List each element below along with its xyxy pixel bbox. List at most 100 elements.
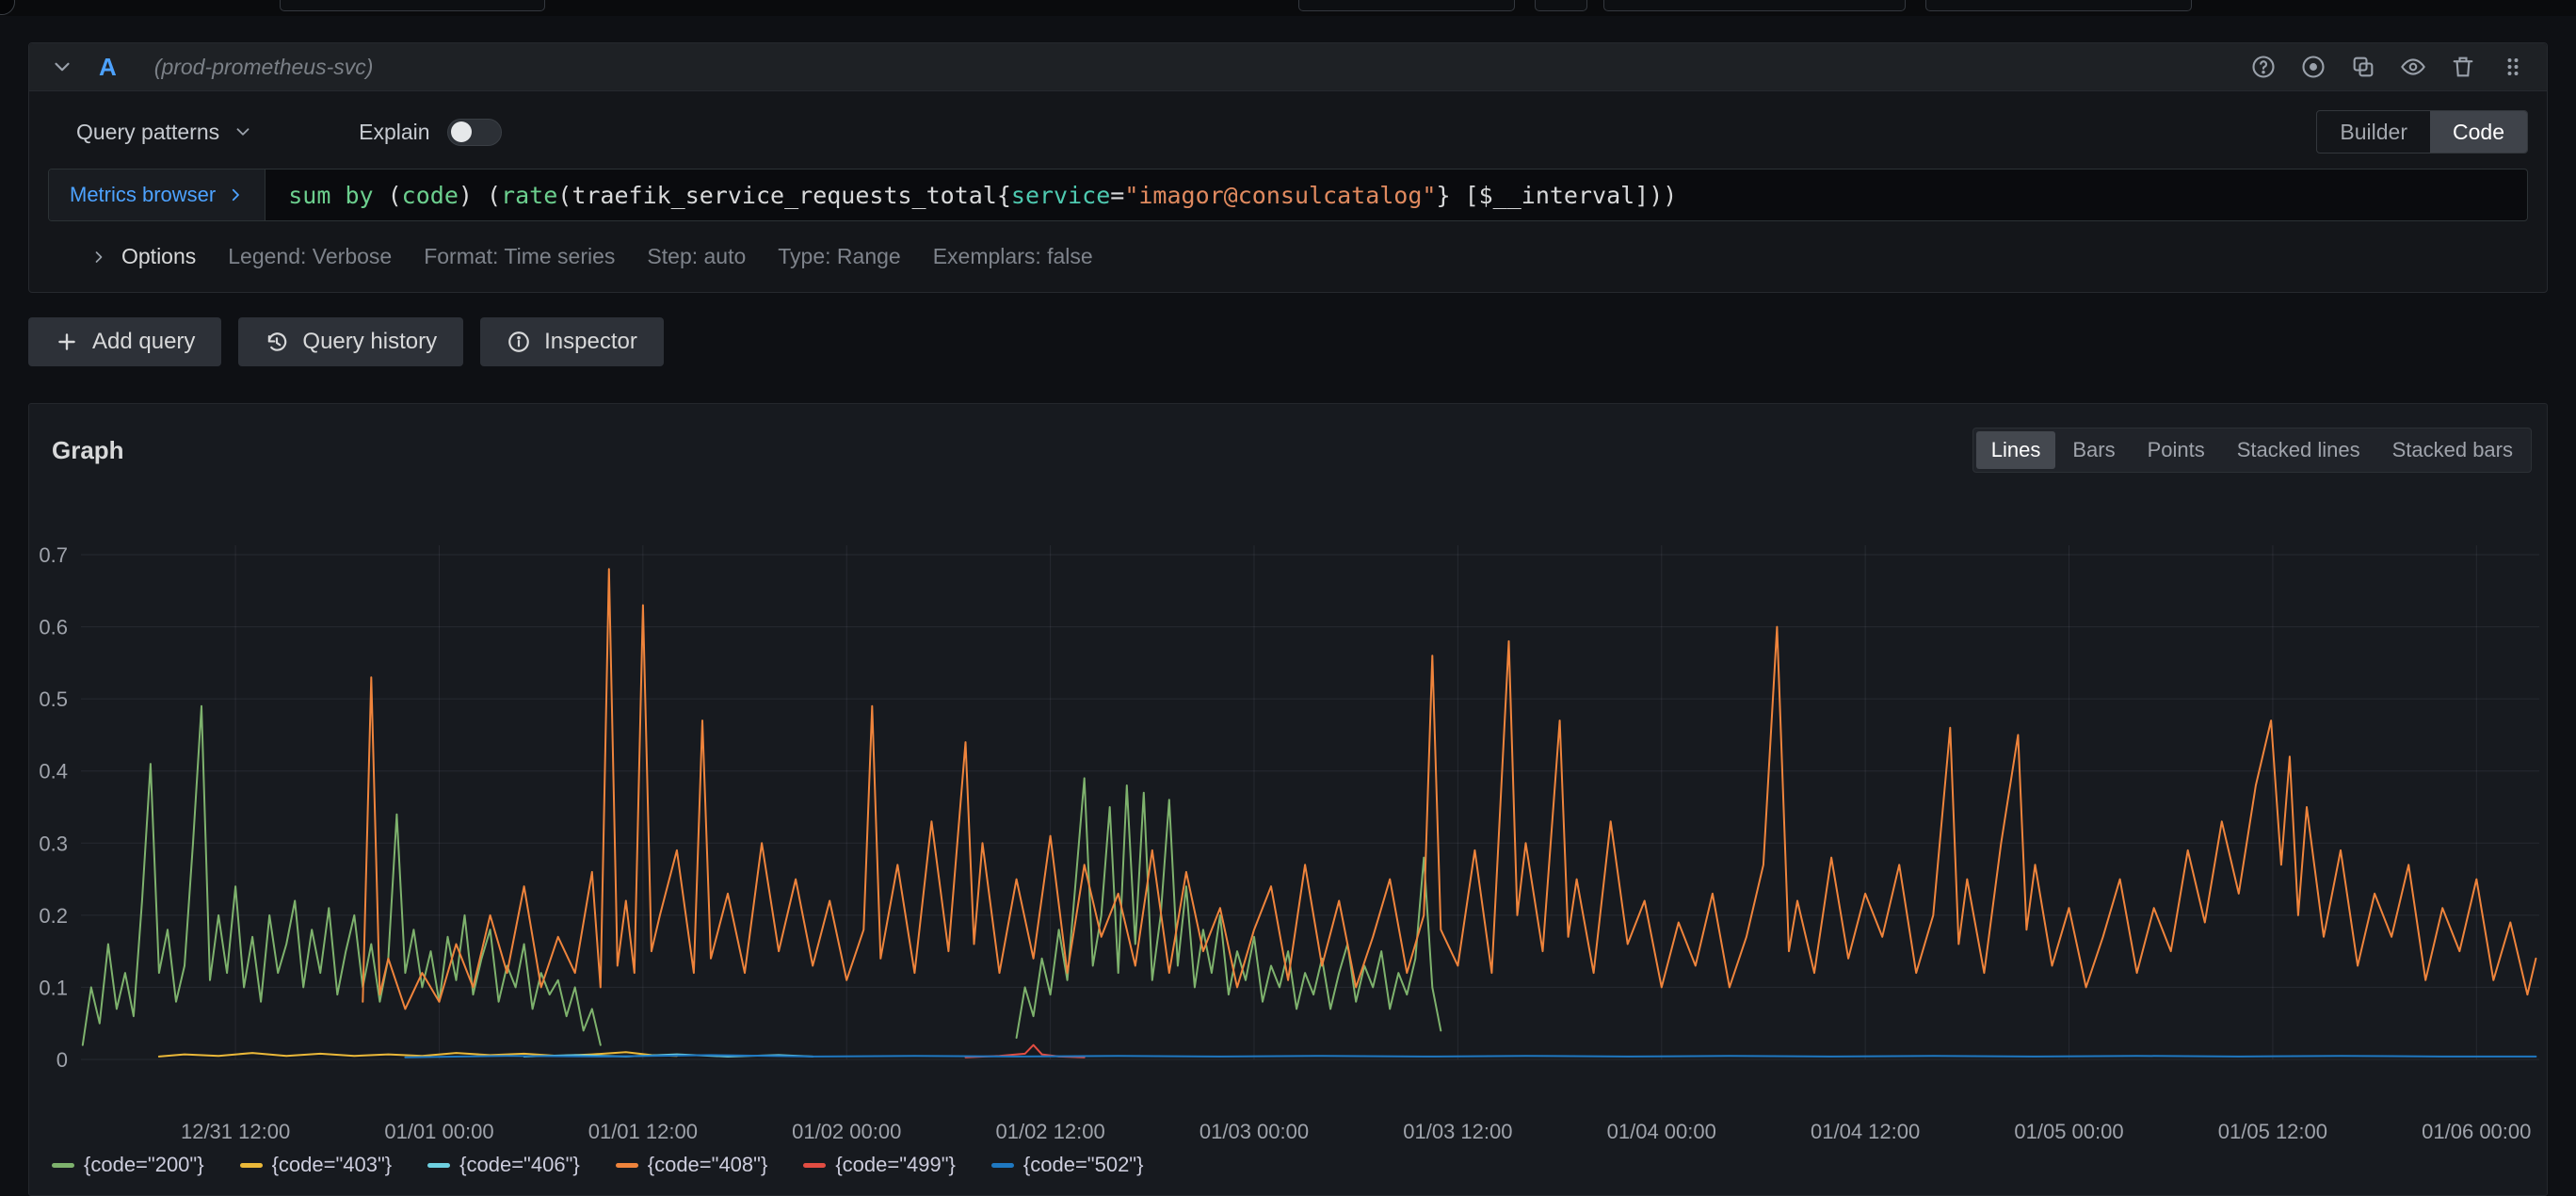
legend-item[interactable]: {code="408"} <box>615 1153 767 1177</box>
series-408 <box>362 568 2537 1010</box>
promql-token: code <box>401 181 459 209</box>
inspector-label: Inspector <box>544 329 637 354</box>
toolbar-fragment-box <box>1535 0 1587 11</box>
query-ref-id: A <box>99 52 117 81</box>
toggle-knob <box>450 121 472 142</box>
query-history-button[interactable]: Query history <box>238 317 464 366</box>
query-editor-body: Query patterns Explain Builder Code Metr… <box>29 91 2547 292</box>
legend-swatch <box>615 1162 638 1168</box>
graph-panel: 0 0.1 0.2 0.3 0.4 0.5 0.6 0.7 12/31 12:00 01/01 0… <box>28 403 2548 1196</box>
legend-item[interactable]: {code="403"} <box>239 1153 393 1177</box>
options-toggle[interactable]: Options <box>89 244 196 269</box>
datasource-name: (prod-prometheus-svc) <box>153 54 374 79</box>
collapse-chevron-icon[interactable] <box>50 55 74 79</box>
legend-item[interactable]: {code="499"} <box>803 1153 956 1177</box>
legend-label: {code="406"} <box>459 1153 580 1176</box>
x-axis-label: 01/01 00:00 <box>384 1120 493 1143</box>
x-axis-label: 01/02 12:00 <box>995 1120 1104 1143</box>
explain-toggle[interactable] <box>446 118 502 146</box>
chevron-right-icon <box>233 188 240 202</box>
query-patterns-dropdown[interactable]: Query patterns <box>76 120 253 145</box>
legend-label: {code="499"} <box>835 1153 956 1176</box>
chevron-right-icon <box>95 251 103 263</box>
builder-mode-button[interactable]: Builder <box>2317 111 2430 153</box>
series-200 <box>1015 777 1442 1039</box>
viz-tab-stacked-bars[interactable]: Stacked bars <box>2377 431 2528 469</box>
viz-tab-bars[interactable]: Bars <box>2057 431 2130 469</box>
legend-label: {code="502"} <box>1022 1153 1144 1176</box>
query-toolbar-row: Query patterns Explain Builder Code <box>76 110 2528 154</box>
info-circle-icon <box>508 331 529 352</box>
legend-label: {code="403"} <box>271 1153 393 1176</box>
query-header-actions <box>2250 54 2526 80</box>
visualization-mode-tabs: Lines Bars Points Stacked lines Stacked bars <box>1972 428 2532 473</box>
eye-icon[interactable] <box>2400 54 2426 80</box>
query-row-header: A (prod-prometheus-svc) <box>29 43 2547 91</box>
promql-token: = <box>1110 181 1125 209</box>
series-502 <box>404 1054 2537 1059</box>
toolbar-fragment-box <box>1925 0 2192 11</box>
trash-icon[interactable] <box>2450 54 2476 80</box>
series-403 <box>157 1051 678 1058</box>
history-icon <box>268 332 287 351</box>
promql-token: sum by <box>288 181 388 209</box>
viz-tab-stacked-lines[interactable]: Stacked lines <box>2222 431 2375 469</box>
time-series-chart: 0 0.1 0.2 0.3 0.4 0.5 0.6 0.7 12/31 12:00 01/01 0… <box>29 404 2547 1195</box>
x-axis-label: 01/03 12:00 <box>1403 1120 1512 1143</box>
promql-token: ) ( <box>458 181 502 209</box>
query-history-label: Query history <box>302 329 438 354</box>
toolbar-fragment-box <box>1298 0 1515 11</box>
legend-swatch <box>427 1162 451 1168</box>
legend-item[interactable]: {code="406"} <box>427 1153 580 1177</box>
code-mode-button[interactable]: Code <box>2430 111 2527 153</box>
promql-editor[interactable]: sum by (code) (rate(traefik_service_requ… <box>266 170 2527 220</box>
x-axis-label: 01/05 12:00 <box>2218 1120 2327 1143</box>
x-axis-label: 01/01 12:00 <box>588 1120 698 1143</box>
y-axis-label: 0.2 <box>39 904 68 928</box>
x-axis-label: 01/06 00:00 <box>2422 1120 2531 1143</box>
legend-item[interactable]: {code="502"} <box>990 1153 1144 1177</box>
copy-icon[interactable] <box>2350 54 2376 80</box>
chart-legend: {code="200"} {code="403"} {code="406"} {cod… <box>52 1153 1143 1177</box>
editor-mode-group: Builder Code <box>2316 110 2528 154</box>
y-axis-label: 0 <box>56 1048 68 1072</box>
corner-fragment <box>0 0 15 15</box>
legend-label: {code="200"} <box>84 1153 204 1176</box>
chevron-down-icon <box>236 128 250 136</box>
options-summary: Legend: Verbose Format: Time series Step: … <box>228 244 1092 269</box>
promql-token: } [$__interval])) <box>1436 181 1678 209</box>
query-patterns-label: Query patterns <box>76 119 220 144</box>
add-query-button[interactable]: Add query <box>28 317 222 366</box>
top-toolbar-fragment <box>0 0 2576 16</box>
query-option-summary: Exemplars: false <box>932 244 1093 268</box>
x-axis-label: 01/03 00:00 <box>1199 1120 1309 1143</box>
explore-actions: Add query Query history Inspector <box>28 317 664 366</box>
viz-tab-points[interactable]: Points <box>2133 431 2220 469</box>
graph-panel-header: Graph Lines Bars Points Stacked lines Stacke… <box>52 428 2532 473</box>
x-axis-label: 01/04 00:00 <box>1607 1120 1716 1143</box>
x-axis-label: 12/31 12:00 <box>181 1120 290 1143</box>
series-200 <box>81 704 602 1046</box>
drag-handle-icon[interactable] <box>2500 54 2526 80</box>
metrics-browser-button[interactable]: Metrics browser <box>49 170 266 220</box>
legend-swatch <box>990 1162 1014 1168</box>
promql-token: "imagor@consulcatalog" <box>1124 181 1437 209</box>
promql-query: sum by (code) (rate(traefik_service_requ… <box>288 182 1677 209</box>
query-option-summary: Type: Range <box>778 244 901 268</box>
promql-token: service <box>1010 181 1111 209</box>
y-axis-label: 0.6 <box>39 616 68 639</box>
options-label: Options <box>121 244 197 268</box>
toolbar-fragment-box <box>1603 0 1906 11</box>
promql-token: ( <box>387 181 402 209</box>
inspector-button[interactable]: Inspector <box>480 317 664 366</box>
legend-swatch <box>52 1162 74 1168</box>
record-circle-icon[interactable] <box>2300 54 2326 80</box>
viz-tab-lines[interactable]: Lines <box>1975 431 2056 469</box>
legend-item[interactable]: {code="200"} <box>52 1153 204 1177</box>
legend-swatch <box>239 1162 263 1168</box>
help-circle-icon[interactable] <box>2250 54 2277 80</box>
query-option-summary: Format: Time series <box>424 244 616 268</box>
query-options-row: Options Legend: Verbose Format: Time seri… <box>48 236 2528 271</box>
metrics-browser-label: Metrics browser <box>70 183 217 206</box>
